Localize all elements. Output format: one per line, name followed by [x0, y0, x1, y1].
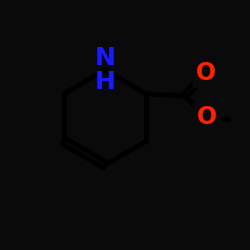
Text: O: O [196, 60, 216, 84]
Text: O: O [197, 106, 218, 130]
Text: H: H [94, 70, 116, 94]
Text: N: N [94, 46, 116, 70]
